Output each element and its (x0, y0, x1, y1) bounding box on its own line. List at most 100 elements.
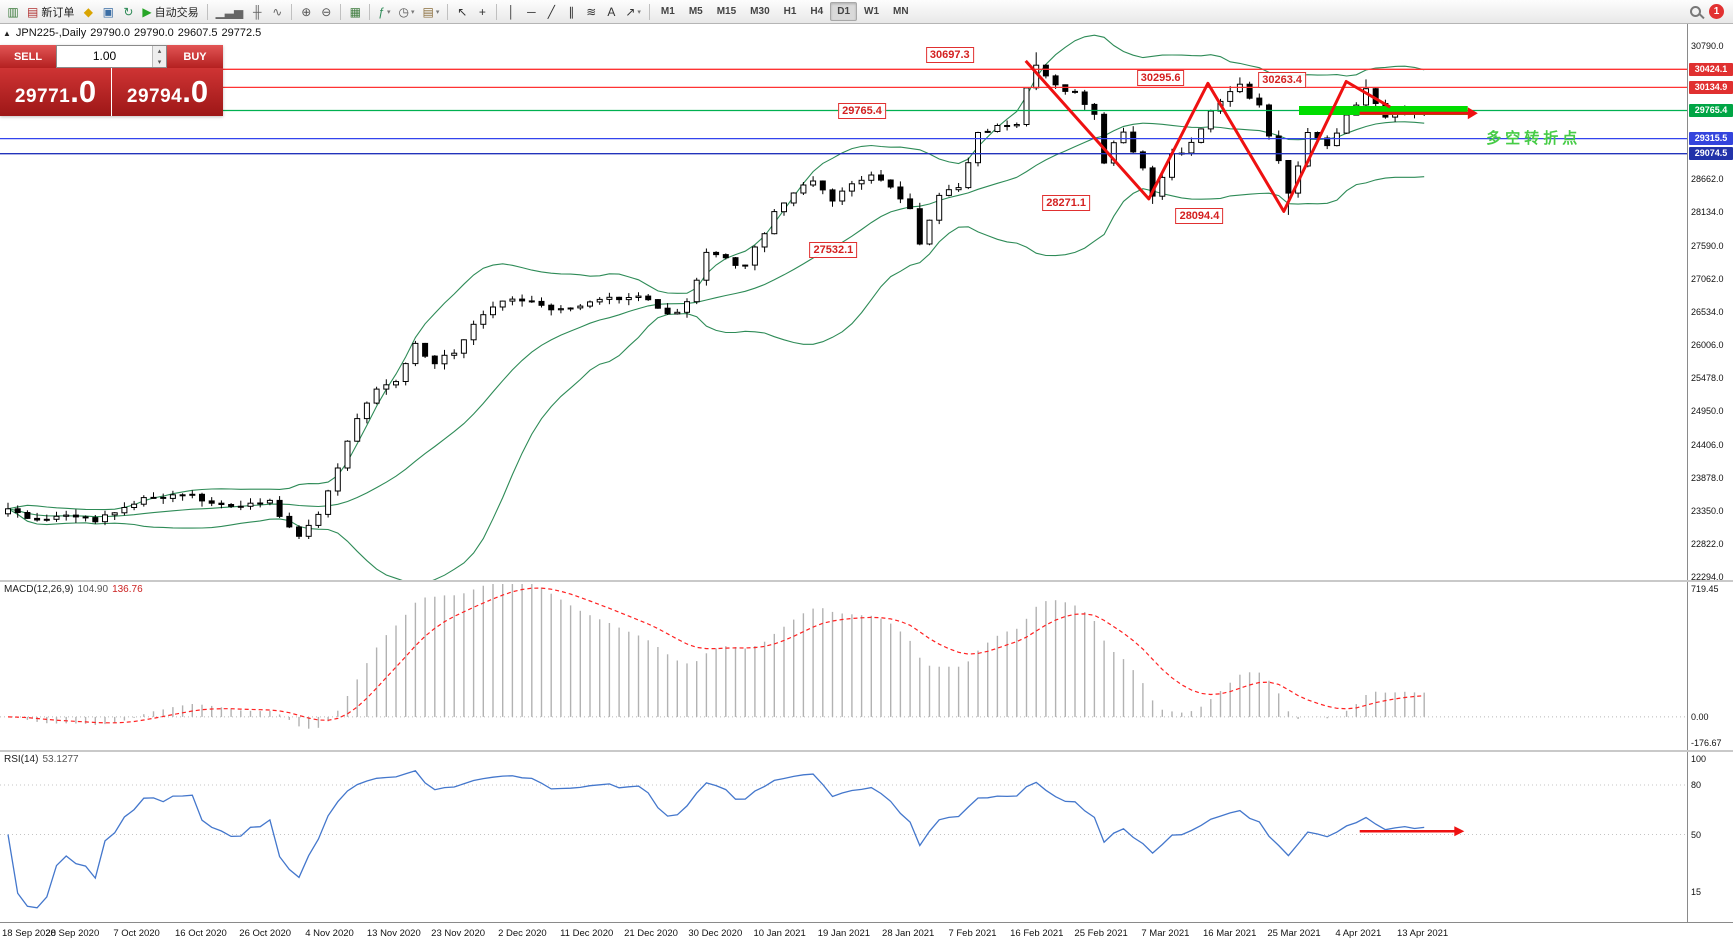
rsi-scale-label: 50 (1691, 829, 1702, 840)
auto-trading-button[interactable]: ▶ 自动交易 (138, 2, 202, 22)
price-annotation-29765.4[interactable]: 29765.4 (838, 102, 886, 119)
rsi-scale-label: 15 (1691, 887, 1702, 898)
rsi-value: 53.1277 (42, 754, 79, 765)
notification-badge[interactable]: 1 (1709, 4, 1724, 19)
tile-windows-button[interactable]: ▦ (345, 2, 365, 22)
price-scale-label: 27590.0 (1691, 241, 1724, 252)
rsi-name: RSI(14) (4, 754, 39, 765)
toolbar-separator (340, 3, 342, 20)
volume-spinner[interactable]: ▴ ▾ (152, 46, 166, 67)
timeframe-m30[interactable]: M30 (750, 6, 770, 17)
new-chart-button[interactable]: ▥ (3, 2, 23, 22)
price-scale-label: 27062.0 (1691, 274, 1724, 285)
price-scale-badge-29315.5: 29315.5 (1689, 132, 1733, 146)
text-tool-icon: A (607, 4, 616, 19)
time-axis-label: 10 Jan 2021 (753, 928, 806, 939)
price-annotation-27532.1[interactable]: 27532.1 (809, 241, 858, 258)
auto-trading-icon: ▶ (142, 4, 152, 19)
time-axis[interactable]: 18 Sep 2020 28 Sep 2020 7 Oct 2020 16 Oct 2… (0, 922, 1733, 946)
buy-price[interactable]: 29794.0 (112, 68, 223, 116)
time-axis-label: 13 Nov 2020 (366, 928, 421, 939)
templates-button[interactable]: ▤ ▾ (418, 2, 443, 22)
line-chart-mode-button[interactable]: ∿ (267, 2, 287, 22)
macd-canvas[interactable] (0, 582, 1687, 750)
market-watch-button[interactable]: ▣ (98, 2, 118, 22)
red-arrow[interactable] (1359, 107, 1478, 120)
price-annotation-30295.6[interactable]: 30295.6 (1136, 70, 1185, 87)
equidistant-channel-button[interactable]: ∥ (561, 2, 581, 22)
sell-button[interactable]: SELL (0, 45, 56, 68)
arrows-tool-button[interactable]: ↗ ▾ (621, 2, 645, 22)
candlestick-mode-button[interactable]: ╫ (247, 2, 267, 22)
spinner-up-icon[interactable]: ▴ (153, 46, 166, 57)
price-annotation-28271.1[interactable]: 28271.1 (1042, 194, 1091, 211)
crosshair-button[interactable]: + (472, 2, 492, 22)
main-chart-canvas[interactable] (0, 24, 1687, 580)
cursor-button[interactable]: ↖ (452, 2, 472, 22)
panel-separator[interactable] (0, 750, 1733, 752)
indicators-button[interactable]: ƒ ▾ (374, 2, 394, 22)
price-scale-label: 22294.0 (1691, 572, 1724, 583)
ohlc-close: 29772.5 (221, 27, 262, 39)
ohlc-open: 29790.0 (90, 27, 130, 39)
price-annotation-28094.4[interactable]: 28094.4 (1175, 207, 1224, 224)
vertical-line-button[interactable]: │ (501, 2, 521, 22)
timeframe-h4[interactable]: H4 (810, 6, 824, 17)
trade-panel-collapse-icon[interactable]: ▲ (3, 29, 11, 38)
volume-input[interactable]: 1.00 ▴ ▾ (56, 45, 167, 68)
volume-value[interactable]: 1.00 (92, 49, 117, 63)
zoom-out-button[interactable]: ⊖ (316, 2, 336, 22)
price-annotation-30697.3[interactable]: 30697.3 (925, 46, 974, 63)
buy-button[interactable]: BUY (167, 45, 223, 68)
price-scale-badge-30424.1: 30424.1 (1689, 62, 1733, 76)
time-axis-label: 16 Oct 2020 (175, 928, 227, 939)
fibonacci-icon: ≋ (586, 4, 597, 19)
ohlc-high: 29790.0 (134, 27, 174, 39)
macd-histogram (17, 584, 1425, 729)
macd-scale-label: 719.45 (1691, 584, 1719, 594)
timeframe-w1[interactable]: W1 (864, 6, 880, 17)
time-axis-label: 28 Jan 2021 (882, 928, 935, 939)
timeframe-m1[interactable]: M1 (660, 6, 675, 17)
timeframe-d1[interactable]: D1 (830, 2, 858, 21)
time-axis-label: 16 Feb 2021 (1010, 928, 1064, 939)
timeframe-m15[interactable]: M15 (716, 6, 737, 17)
bar-chart-mode-button[interactable]: ▁▃▅ (212, 2, 248, 22)
metaeditor-button[interactable]: ◆ (78, 2, 98, 22)
zoom-in-button[interactable]: ⊕ (296, 2, 316, 22)
spinner-down-icon[interactable]: ▾ (153, 56, 166, 67)
chinese-annotation[interactable]: 多空转折点 (1486, 129, 1582, 147)
price-scale-label: 30790.0 (1691, 41, 1724, 52)
time-axis-label: 2 Dec 2020 (498, 928, 547, 939)
timeframe-mn[interactable]: MN (893, 6, 909, 17)
toolbar-separator (369, 3, 371, 20)
rsi-red-arrow[interactable] (1359, 826, 1465, 837)
price-scale[interactable]: 30790.0 28662.0 28134.0 27590.0 27062.0 26534… (1687, 24, 1733, 583)
fibonacci-button[interactable]: ≋ (581, 2, 601, 22)
macd-scale[interactable]: 719.45 0.00 -176.67 (1687, 582, 1733, 750)
panel-separator[interactable] (0, 580, 1733, 582)
zoom-out-icon: ⊖ (321, 4, 332, 19)
time-axis-label: 4 Nov 2020 (305, 928, 354, 939)
timeframe-h1[interactable]: H1 (783, 6, 797, 17)
buy-price-main: 29794 (126, 86, 183, 107)
rsi-label: RSI(14) 53.1277 (4, 754, 79, 765)
zigzag-trendline[interactable] (1024, 59, 1391, 213)
support-zone-highlight[interactable] (1299, 106, 1468, 115)
new-order-button[interactable]: ▤ 新订单 (23, 2, 78, 22)
rsi-canvas[interactable] (0, 752, 1687, 922)
sell-price[interactable]: 29771.0 (0, 68, 111, 116)
text-tool-button[interactable]: A (601, 2, 621, 22)
search-icon[interactable] (1690, 6, 1701, 17)
macd-value-signal: 136.76 (112, 584, 143, 595)
rsi-scale[interactable]: 100 80 50 15 (1687, 752, 1733, 922)
main-chart-panel: 30790.0 28662.0 28134.0 27590.0 27062.0 26534… (0, 24, 1733, 583)
timeframe-m5[interactable]: M5 (688, 6, 703, 17)
trendline-button[interactable]: ╱ (541, 2, 561, 22)
strategy-tester-button[interactable]: ↻ (118, 2, 138, 22)
horizontal-line-button[interactable]: ─ (521, 2, 541, 22)
time-axis-label: 25 Mar 2021 (1267, 928, 1321, 939)
price-annotation-30263.4[interactable]: 30263.4 (1258, 71, 1306, 88)
periods-button[interactable]: ◷ ▾ (394, 2, 418, 22)
toolbar: ▥ ▤ 新订单 ◆ ▣ ↻ ▶ 自动交易 ▁▃▅ ╫ ∿ ⊕ ⊖ ▦ ƒ ▾ ◷ ▾ ▤ ▾ ↖ + │ ─ ╱ ∥ ≋ A ↗ ▾ M1 M… (0, 0, 1733, 24)
